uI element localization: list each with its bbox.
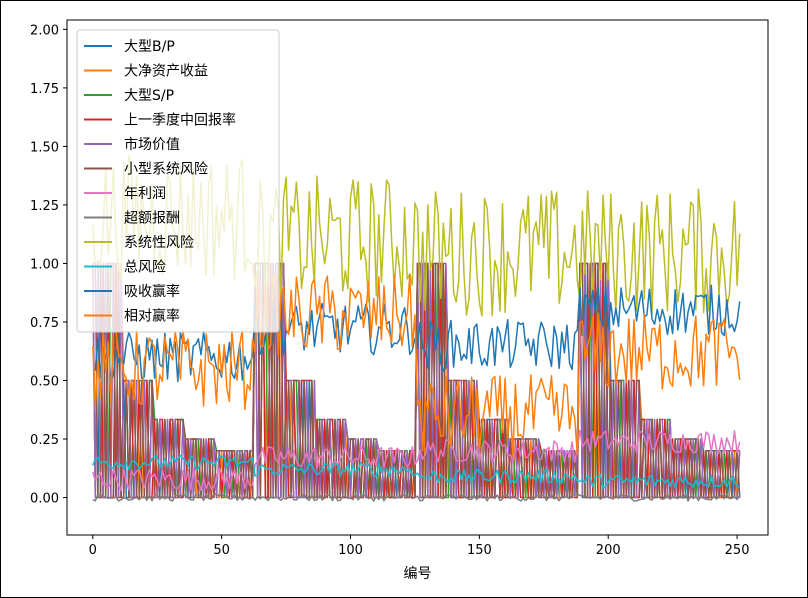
legend-label: 超额报酬 (124, 211, 180, 227)
legend-label: 大净资产收益 (124, 64, 208, 80)
x-tick-label: 250 (725, 543, 750, 558)
legend-label: 年利润 (124, 186, 166, 202)
x-tick-label: 0 (89, 543, 97, 558)
x-tick-label: 100 (338, 543, 363, 558)
y-tick-label: 1.00 (30, 257, 59, 272)
x-tick-label: 150 (467, 543, 492, 558)
legend-label: 市场价值 (124, 136, 180, 153)
y-tick-label: 0.50 (30, 375, 59, 390)
x-tick-label: 50 (213, 543, 230, 558)
legend-label: 相对赢率 (124, 308, 180, 325)
legend-box (76, 29, 280, 333)
y-tick-label: 2.00 (30, 23, 59, 38)
series-line-9 (92, 454, 740, 489)
x-tick-label: 200 (596, 543, 621, 558)
legend-label: 大型B/P (124, 39, 175, 55)
legend-label: 总风险 (124, 260, 166, 276)
series-line-11 (92, 273, 741, 458)
series-line-7 (92, 493, 741, 502)
y-tick-label: 1.25 (30, 199, 59, 214)
axis-ticks: 0 50 100 150 200 250 0.00 0.25 0.50 0.75 1.00 1.25 1… (30, 23, 749, 558)
y-tick-label: 1.75 (30, 82, 59, 97)
legend-label: 吸收赢率 (124, 283, 180, 300)
axes-frame (66, 19, 769, 536)
legend-label: 上一季度中回报率 (124, 112, 236, 129)
legend-label: 小型系统风险 (124, 162, 208, 178)
x-axis-label: 编号 (404, 566, 432, 582)
series-line-6 (92, 429, 741, 492)
y-tick-label: 0.00 (30, 492, 59, 507)
legend-label: 系统性风险 (124, 235, 194, 251)
y-tick-label: 0.25 (30, 433, 59, 448)
y-tick-label: 0.75 (30, 316, 59, 331)
legend-label: 大型S/P (124, 88, 174, 104)
y-tick-label: 1.50 (30, 140, 59, 155)
